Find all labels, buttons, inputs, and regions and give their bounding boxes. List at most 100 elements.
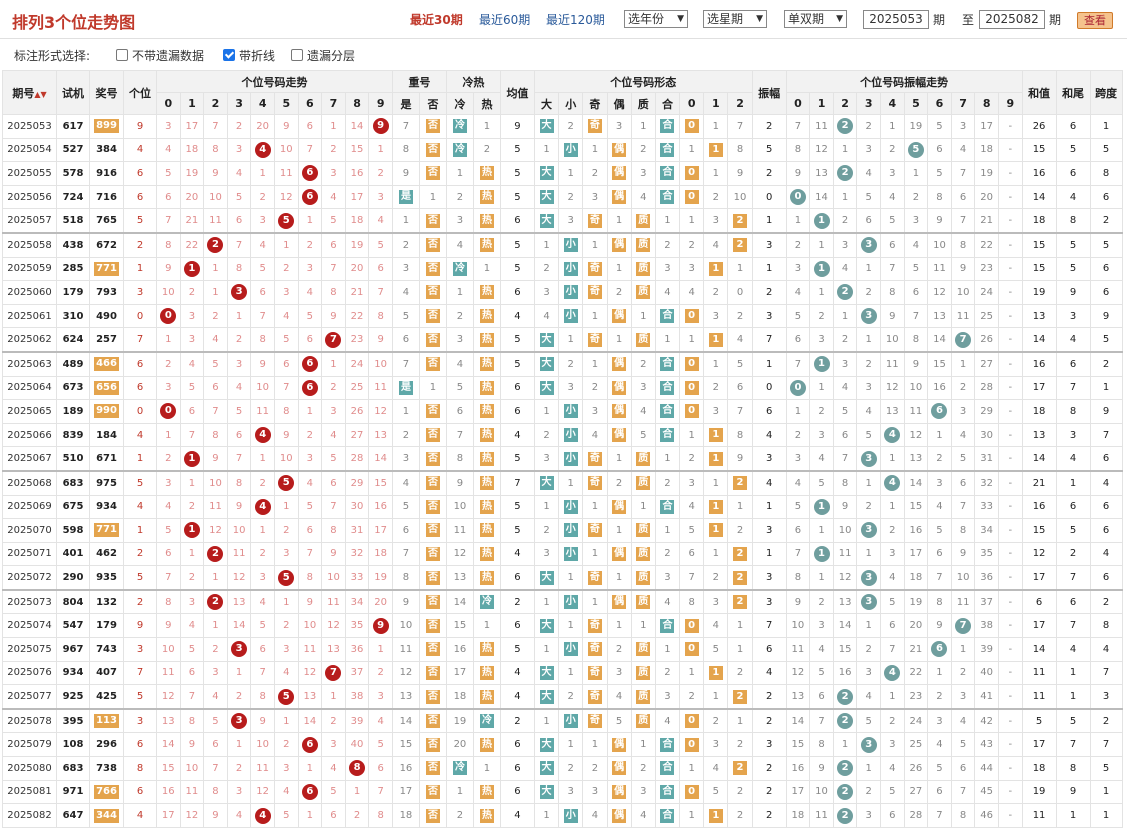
avg-cell: 5 bbox=[499, 518, 535, 543]
select-odd-even[interactable]: 单双期 ▼ bbox=[784, 10, 847, 28]
select-weekday[interactable]: 选星期 ▼ bbox=[703, 10, 767, 28]
select-year[interactable]: 选年份 ▼ bbox=[624, 10, 688, 28]
shape-cell: 1 bbox=[654, 446, 681, 472]
shape-cell: 合 bbox=[654, 114, 681, 139]
shape-cell: 1 bbox=[630, 732, 656, 758]
amp-trend-cell: 16 bbox=[832, 660, 858, 686]
hit-ball: 5 bbox=[278, 688, 295, 705]
trend-table: 期号▲▼ 试机 奖号 个位 个位号码走势 重号 冷热 均值 个位号码形态 振幅 … bbox=[2, 70, 1123, 828]
link-recent-60[interactable]: 最近60期 bbox=[479, 13, 531, 27]
amp-hit-ball: 1 bbox=[813, 356, 830, 373]
shape-cell: 1 bbox=[582, 494, 608, 520]
trend-cell: 4 bbox=[297, 280, 323, 305]
shape-cell: 1 bbox=[606, 327, 632, 353]
sum-cell: 18 bbox=[1021, 399, 1057, 424]
amp-trend-cell: 4 bbox=[880, 469, 905, 496]
amp-digit-header: 9 bbox=[997, 92, 1023, 115]
shape-cell: 1 bbox=[727, 637, 753, 662]
option-layered[interactable]: 遗漏分层 bbox=[291, 47, 355, 64]
hit-ball: 6 bbox=[301, 783, 318, 800]
trend-cell: 14 bbox=[368, 446, 393, 472]
trend-cell: 1 bbox=[321, 114, 346, 139]
amp-trend-cell: 15 bbox=[832, 637, 858, 662]
amp-trend-cell: 2 bbox=[950, 660, 976, 686]
span-cell: 6 bbox=[1089, 280, 1123, 305]
trend-cell: 2 bbox=[344, 803, 370, 828]
trend-cell: 5 bbox=[203, 350, 228, 377]
shape-cell: 1 bbox=[679, 803, 705, 828]
from-issue-input[interactable]: 2025053 bbox=[863, 10, 929, 29]
repeat-cell: 否 bbox=[418, 350, 447, 377]
shape-cell: 4 bbox=[727, 327, 753, 353]
shape-cell: 2 bbox=[727, 541, 753, 567]
amp-trend-cell: 46 bbox=[974, 803, 999, 828]
issue-cell: 2025065 bbox=[2, 399, 57, 424]
amp-trend-cell: 6 bbox=[927, 779, 952, 805]
amp-trend-cell: 6 bbox=[856, 208, 881, 234]
amp-trend-cell: 5 bbox=[927, 114, 952, 139]
avg-cell: 7 bbox=[499, 469, 535, 496]
shape-cell: 2 bbox=[679, 684, 705, 710]
trend-cell: 5 bbox=[250, 256, 275, 282]
amp-trend-cell: 8 bbox=[950, 803, 976, 828]
amp-trend-cell: 15 bbox=[903, 494, 929, 520]
shape-cell: 7 bbox=[727, 114, 753, 139]
hotcold-cell: 2 bbox=[472, 137, 501, 163]
trend-cell: 3 bbox=[226, 779, 252, 805]
issue-cell: 2025069 bbox=[2, 494, 57, 520]
shape-cell: 8 bbox=[727, 422, 753, 448]
option-with-line[interactable]: 带折线 bbox=[223, 47, 275, 64]
trend-cell: 1 bbox=[226, 303, 252, 329]
trend-cell: 5 bbox=[368, 732, 393, 758]
link-recent-30[interactable]: 最近30期 bbox=[410, 13, 463, 27]
amp-hit-ball: 2 bbox=[837, 165, 854, 182]
amp-trend-cell: 4 bbox=[856, 684, 881, 710]
query-button[interactable]: 查看 bbox=[1077, 12, 1113, 29]
amp-trend-cell: 30 bbox=[974, 422, 999, 448]
trend-cell: 17 bbox=[344, 184, 370, 210]
link-recent-120[interactable]: 最近120期 bbox=[546, 13, 605, 27]
col-unit: 个位 bbox=[123, 70, 157, 115]
col-draw: 奖号 bbox=[89, 70, 124, 115]
trend-cell: 9 bbox=[273, 114, 299, 139]
checkbox-icon[interactable] bbox=[116, 49, 128, 61]
option-no-omission[interactable]: 不带遗漏数据 bbox=[116, 47, 204, 64]
amp-trend-cell: 1 bbox=[785, 208, 811, 234]
test-number-cell: 578 bbox=[56, 161, 90, 186]
sum-cell: 13 bbox=[1021, 422, 1057, 448]
amp-trend-cell: 39 bbox=[974, 637, 999, 662]
shape-cell: 偶 bbox=[606, 779, 632, 805]
trend-cell: 40 bbox=[344, 732, 370, 758]
amplitude-cell: 0 bbox=[751, 375, 787, 401]
trend-cell: 12 bbox=[226, 565, 252, 591]
trend-cell: 10 bbox=[156, 637, 181, 662]
trend-cell: 11 bbox=[250, 756, 275, 781]
hotcold-cell: 热 bbox=[472, 684, 501, 710]
digit-header: 9 bbox=[368, 92, 393, 115]
repeat-cell: 否 bbox=[418, 494, 447, 520]
amp-trend-cell: 16 bbox=[785, 756, 811, 781]
trend-cell: 8 bbox=[344, 756, 370, 781]
amp-trend-cell: 27 bbox=[903, 779, 929, 805]
repeat-cell: 16 bbox=[391, 756, 420, 781]
hotcold-cell: 热 bbox=[472, 231, 501, 258]
hit-ball: 4 bbox=[254, 141, 271, 158]
hotcold-cell: 冷 bbox=[472, 707, 501, 734]
checkbox-checked-icon[interactable] bbox=[223, 49, 235, 61]
trend-cell: 14 bbox=[226, 613, 252, 639]
shape-cell: 2 bbox=[679, 446, 705, 472]
hotcold-cell: 热 bbox=[472, 660, 501, 686]
amp-trend-cell: 1 bbox=[832, 137, 858, 163]
checkbox-icon[interactable] bbox=[291, 49, 303, 61]
draw-number-cell: 344 bbox=[89, 803, 124, 828]
shape-cell: 1 bbox=[558, 660, 584, 686]
amp-trend-cell: 28 bbox=[903, 803, 929, 828]
to-issue-input[interactable]: 2025082 bbox=[979, 10, 1045, 29]
amp-trend-cell: 3 bbox=[880, 732, 905, 758]
col-issue[interactable]: 期号▲▼ bbox=[2, 70, 57, 115]
trend-cell: 1 bbox=[321, 684, 346, 710]
sum-tail-cell: 9 bbox=[1055, 779, 1091, 805]
shape-cell: 大 bbox=[533, 613, 560, 639]
trend-cell: 4 bbox=[156, 494, 181, 520]
trend-cell: 6 bbox=[321, 231, 346, 258]
